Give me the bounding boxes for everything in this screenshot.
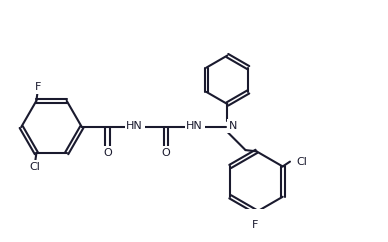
Text: Cl: Cl (30, 162, 41, 172)
Text: HN: HN (186, 121, 203, 131)
Text: O: O (103, 148, 112, 158)
Text: F: F (35, 83, 41, 92)
Text: Cl: Cl (296, 157, 307, 167)
Text: HN: HN (126, 121, 143, 131)
Text: F: F (252, 220, 258, 230)
Text: N: N (229, 121, 237, 131)
Text: O: O (162, 148, 170, 158)
